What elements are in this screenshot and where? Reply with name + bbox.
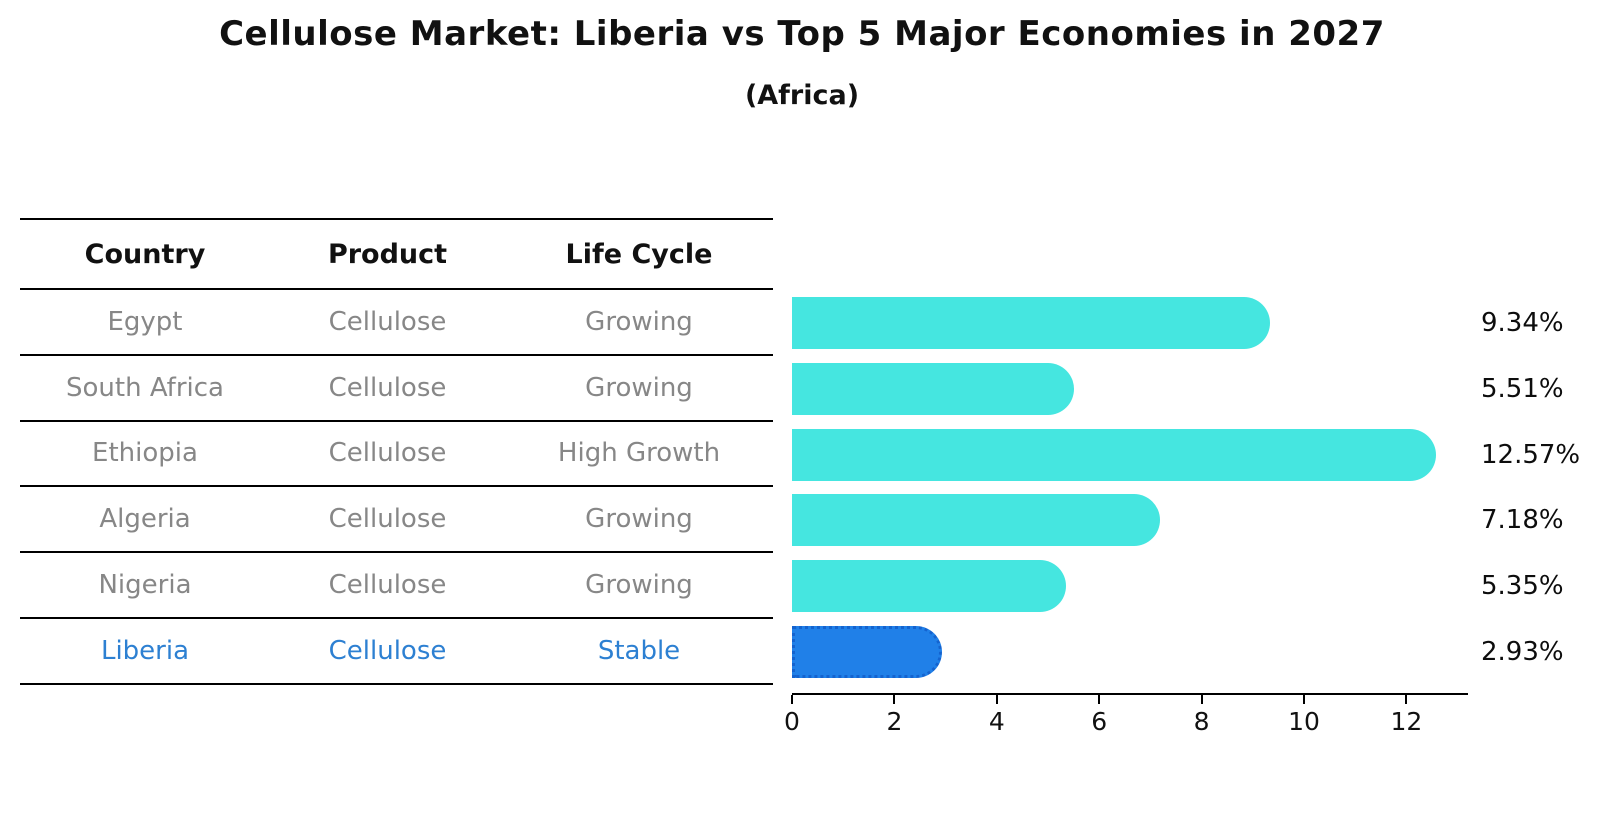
table-header: Country Product Life Cycle	[20, 218, 773, 290]
cell-country: South Africa	[66, 372, 224, 403]
bar-ethiopia	[792, 428, 1436, 481]
cell-country: Nigeria	[98, 570, 192, 601]
bar-nigeria	[792, 560, 1066, 613]
cell-country: Ethiopia	[92, 438, 198, 469]
cell-product: Cellulose	[328, 635, 447, 666]
value-label-algeria: 7.18%	[1481, 505, 1564, 536]
chart-subtitle: (Africa)	[744, 80, 860, 111]
x-axis-line	[792, 693, 1468, 695]
bar-egypt	[792, 296, 1271, 349]
column-header-country: Country	[84, 238, 206, 270]
x-axis-tick-4	[995, 695, 998, 704]
value-label-south-africa: 5.51%	[1481, 373, 1564, 404]
chart-title: Cellulose Market: Liberia vs Top 5 Major…	[219, 14, 1385, 54]
x-axis-tick-8	[1200, 695, 1203, 704]
x-axis-ticklabel-2: 2	[886, 707, 903, 736]
table-row-egypt: Egypt Cellulose Growing	[20, 290, 773, 356]
table-row-south-africa: South Africa Cellulose Growing	[20, 356, 773, 422]
cell-lifecycle: Growing	[585, 504, 693, 535]
x-axis-tick-6	[1098, 695, 1101, 704]
cell-product: Cellulose	[328, 504, 447, 535]
x-axis-ticklabel-6: 6	[1091, 707, 1108, 736]
column-header-lifecycle: Life Cycle	[565, 238, 713, 270]
bar-algeria	[792, 494, 1160, 547]
x-axis-ticklabel-12: 12	[1390, 707, 1423, 736]
cell-lifecycle: Growing	[585, 570, 693, 601]
cell-country: Algeria	[99, 504, 191, 535]
cell-product: Cellulose	[328, 372, 447, 403]
table-row-liberia: Liberia Cellulose Stable	[20, 619, 773, 685]
cell-country: Egypt	[107, 306, 183, 337]
value-label-nigeria: 5.35%	[1481, 571, 1564, 602]
cell-product: Cellulose	[328, 570, 447, 601]
x-axis-ticklabel-8: 8	[1193, 707, 1210, 736]
cell-lifecycle: Growing	[585, 306, 693, 337]
table-row-nigeria: Nigeria Cellulose Growing	[20, 553, 773, 619]
cell-lifecycle: Stable	[597, 635, 681, 666]
x-axis-ticklabel-10: 10	[1288, 707, 1320, 736]
value-label-ethiopia: 12.57%	[1481, 439, 1581, 470]
cell-product: Cellulose	[328, 306, 447, 337]
cell-country: Liberia	[100, 635, 190, 666]
x-axis-ticklabel-4: 4	[988, 707, 1005, 736]
x-axis-tick-2	[893, 695, 896, 704]
x-axis-tick-10	[1303, 695, 1305, 704]
cell-lifecycle: High Growth	[557, 438, 721, 469]
cell-lifecycle: Growing	[585, 372, 693, 403]
value-label-egypt: 9.34%	[1481, 307, 1564, 338]
x-axis-tick-12	[1405, 695, 1408, 704]
x-axis-tick-0	[791, 695, 793, 704]
table-row-ethiopia: Ethiopia Cellulose High Growth	[20, 422, 773, 488]
cell-product: Cellulose	[328, 438, 447, 469]
column-header-product: Product	[327, 238, 448, 270]
table-row-algeria: Algeria Cellulose Growing	[20, 487, 773, 554]
bar-liberia	[792, 625, 943, 678]
x-axis-ticklabel-0: 0	[784, 707, 800, 736]
bar-south-africa	[792, 362, 1075, 415]
value-label-liberia: 2.93%	[1481, 636, 1564, 667]
